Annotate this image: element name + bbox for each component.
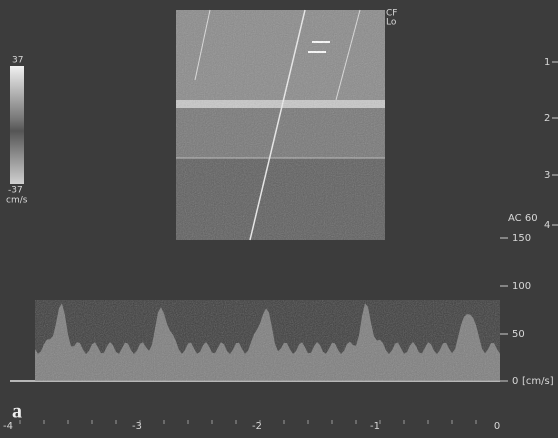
color-bar xyxy=(10,66,24,184)
time-tick-label: -4 xyxy=(3,421,13,432)
depth-tick-label: 1 xyxy=(544,57,550,68)
color-bar-min: -37 xyxy=(8,186,23,196)
depth-tick-label: 4 xyxy=(544,220,550,231)
spectrum-noise xyxy=(35,300,500,381)
panel-label: a xyxy=(12,401,22,423)
velocity-tick-label: 0 xyxy=(512,376,518,387)
velocity-unit: [cm/s] xyxy=(522,376,554,387)
b-mode-image xyxy=(176,10,385,240)
depth-tick-label: 2 xyxy=(544,113,550,124)
depth-tick-label: 3 xyxy=(544,170,550,181)
time-tick-label: 0 xyxy=(494,421,500,432)
image-label: Lo xyxy=(386,18,397,28)
velocity-tick-label: 50 xyxy=(512,329,525,340)
velocity-tick-label: 150 xyxy=(512,233,531,244)
time-tick-label: -1 xyxy=(370,421,380,432)
angle-label: AC 60 xyxy=(508,213,538,224)
color-bar-unit: cm/s xyxy=(6,196,28,206)
ultrasound-screen: 37 -37 cm/s CF Lo AC 60 a 1234150100500[… xyxy=(0,0,558,438)
color-bar-max: 37 xyxy=(12,56,23,66)
velocity-tick-label: 100 xyxy=(512,281,531,292)
doppler-spectrum xyxy=(35,300,500,381)
